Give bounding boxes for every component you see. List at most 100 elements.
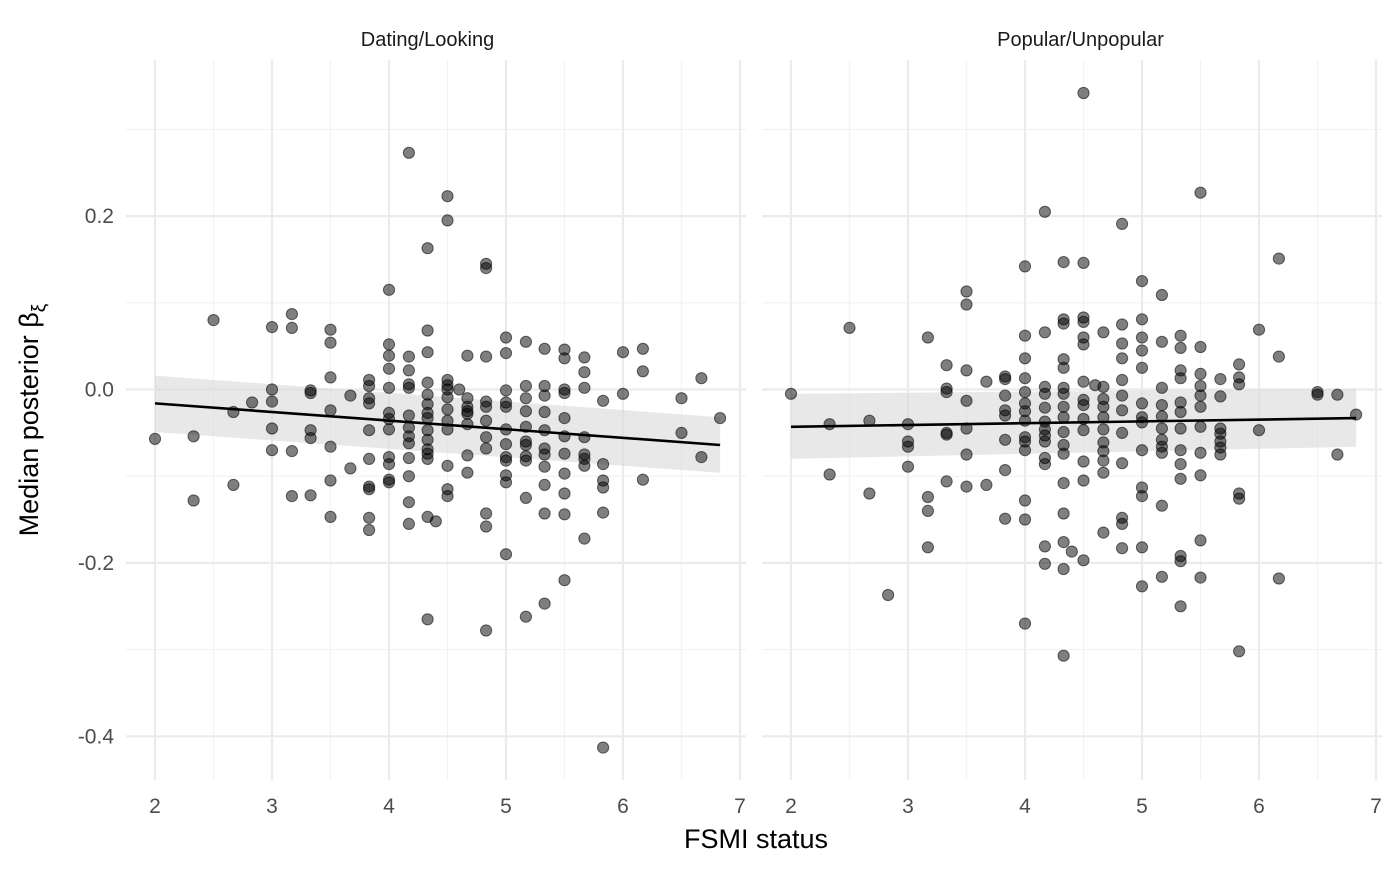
data-point <box>1233 492 1246 505</box>
data-point <box>421 376 434 389</box>
data-point <box>324 474 337 487</box>
data-point <box>1057 400 1070 413</box>
data-point <box>558 386 571 400</box>
data-point <box>960 480 973 493</box>
data-point <box>921 541 935 554</box>
y-axis-title: Median posterior βξ <box>14 303 50 536</box>
data-point <box>1077 455 1090 468</box>
data-point <box>1097 400 1110 413</box>
data-point <box>187 494 200 507</box>
data-point <box>382 381 396 394</box>
data-point <box>1135 313 1149 326</box>
data-point <box>636 473 650 486</box>
data-point <box>429 515 442 528</box>
data-point <box>519 610 533 623</box>
data-point <box>1155 335 1169 348</box>
data-point <box>1155 381 1169 394</box>
data-point <box>578 431 591 444</box>
data-point <box>382 283 396 296</box>
data-point <box>461 466 474 479</box>
data-point <box>519 454 533 467</box>
data-point <box>519 379 533 393</box>
data-point <box>324 336 337 349</box>
data-point <box>1116 517 1129 531</box>
data-point <box>499 438 513 451</box>
data-point <box>265 321 279 334</box>
data-point <box>1057 562 1070 576</box>
fit-line-layer <box>154 402 1357 447</box>
data-point <box>363 483 376 496</box>
data-point <box>1097 326 1110 339</box>
data-point <box>324 323 337 336</box>
data-point <box>1194 389 1207 402</box>
data-point <box>960 394 973 407</box>
y-axis-title-main: Median posterior β <box>14 312 44 536</box>
data-point <box>1018 494 1032 507</box>
y-tick-label: -0.4 <box>78 725 115 748</box>
data-point <box>499 476 513 489</box>
data-point <box>843 321 856 334</box>
data-point <box>461 449 474 462</box>
data-point <box>285 321 298 334</box>
data-point <box>597 481 610 494</box>
data-point <box>1018 513 1032 526</box>
data-point <box>1057 256 1070 269</box>
data-point <box>382 362 396 375</box>
data-point <box>538 478 551 491</box>
data-point <box>1038 458 1052 471</box>
data-point <box>519 335 533 348</box>
data-point <box>1174 405 1187 419</box>
y-tick-label: 0.0 <box>85 379 114 402</box>
data-point <box>1077 315 1090 328</box>
data-point <box>784 387 798 400</box>
data-point <box>1194 340 1207 354</box>
data-point <box>246 396 259 409</box>
data-point <box>519 405 533 418</box>
data-point <box>597 394 610 407</box>
x-tick-label: 4 <box>383 795 395 818</box>
data-point <box>1272 252 1286 265</box>
data-point <box>441 391 454 404</box>
data-point <box>1155 499 1169 512</box>
data-point <box>1097 526 1110 539</box>
x-tick-label: 5 <box>500 795 512 818</box>
data-point <box>1311 388 1324 401</box>
data-point <box>1038 401 1052 414</box>
x-tick-label: 6 <box>1253 795 1265 818</box>
data-point <box>1116 352 1129 365</box>
data-point <box>1038 205 1052 218</box>
data-point <box>1116 217 1129 230</box>
data-point <box>363 523 376 537</box>
data-point <box>1065 545 1078 558</box>
data-point <box>480 262 493 275</box>
x-tick-label: 3 <box>902 795 914 818</box>
data-point <box>480 520 493 533</box>
data-point <box>1077 338 1090 351</box>
data-point <box>999 389 1012 402</box>
data-point <box>480 507 493 520</box>
data-point <box>1135 490 1149 503</box>
y-axis-title-subscript: ξ <box>29 303 50 312</box>
data-point <box>558 447 571 460</box>
data-point <box>1174 372 1187 385</box>
data-point <box>265 422 279 435</box>
panel-title: Dating/Looking <box>361 29 494 51</box>
data-point <box>1233 358 1246 371</box>
data-point <box>538 389 551 402</box>
data-point <box>1077 399 1090 412</box>
data-point <box>999 409 1012 422</box>
data-point <box>1018 617 1032 630</box>
data-point <box>402 381 415 394</box>
data-point <box>538 424 551 437</box>
data-point <box>940 386 953 399</box>
data-point <box>344 462 357 475</box>
data-point <box>265 395 279 408</box>
data-point <box>714 412 727 425</box>
data-point <box>538 405 551 419</box>
data-point <box>1057 477 1070 490</box>
data-point <box>324 510 337 524</box>
data-point <box>1135 541 1149 554</box>
data-point <box>402 350 415 363</box>
data-point <box>453 383 466 396</box>
data-point <box>363 397 376 410</box>
